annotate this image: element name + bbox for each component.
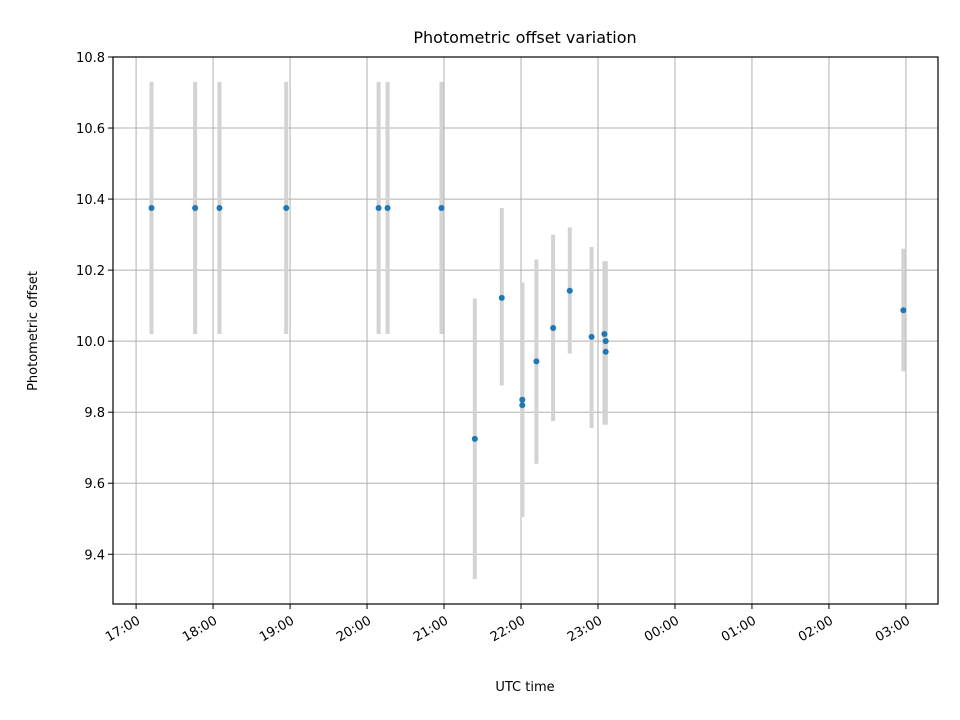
data-point <box>566 287 573 294</box>
x-tick-label: 02:00 <box>796 613 836 645</box>
data-point <box>588 333 595 340</box>
x-tick-label: 17:00 <box>103 613 143 645</box>
data-point <box>519 396 526 403</box>
plot-frame <box>112 56 939 605</box>
x-tick-label: 23:00 <box>565 613 605 645</box>
y-tick-label: 10.0 <box>76 335 105 350</box>
x-axis-label: UTC time <box>495 680 554 695</box>
chart-title: Photometric offset variation <box>413 28 636 47</box>
y-tick-label: 9.4 <box>84 548 105 563</box>
x-tick-label: 00:00 <box>642 613 682 645</box>
data-point <box>550 325 557 332</box>
x-tick-label: 19:00 <box>257 613 297 645</box>
data-point <box>601 331 608 338</box>
x-tick-label: 18:00 <box>180 613 220 645</box>
data-point <box>900 307 907 314</box>
data-point <box>148 204 155 211</box>
data-point <box>192 204 199 211</box>
data-point <box>384 204 391 211</box>
data-point <box>602 348 609 355</box>
x-tick-label: 03:00 <box>873 613 913 645</box>
data-point <box>216 204 223 211</box>
x-tick-label: 21:00 <box>411 613 451 645</box>
y-tick-label: 9.8 <box>84 406 105 421</box>
data-point <box>283 204 290 211</box>
x-tick-label: 20:00 <box>334 613 374 645</box>
y-tick-label: 9.6 <box>84 477 105 492</box>
x-tick-label: 22:00 <box>488 613 528 645</box>
y-tick-label: 10.8 <box>76 51 105 66</box>
data-point <box>375 204 382 211</box>
data-points <box>148 204 907 442</box>
y-tick-label: 10.2 <box>76 264 105 279</box>
y-tick-label: 10.6 <box>76 122 105 137</box>
data-point <box>602 338 609 345</box>
data-point <box>471 435 478 442</box>
grid-lines <box>113 56 938 604</box>
data-point <box>498 294 505 301</box>
y-tick-label: 10.4 <box>76 193 105 208</box>
y-axis-label: Photometric offset <box>26 271 41 391</box>
x-axis-ticks: 17:00 18:00 19:00 20:00 21:00 22:00 23:00 00:00… <box>103 604 913 645</box>
data-point <box>519 402 526 409</box>
y-axis-ticks: 9.4 9.6 9.8 10.0 10.2 10.4 10.6 10.8 <box>76 51 113 563</box>
data-point <box>533 358 540 365</box>
x-tick-label: 01:00 <box>719 613 759 645</box>
error-bars <box>149 81 906 580</box>
data-point <box>438 204 445 211</box>
